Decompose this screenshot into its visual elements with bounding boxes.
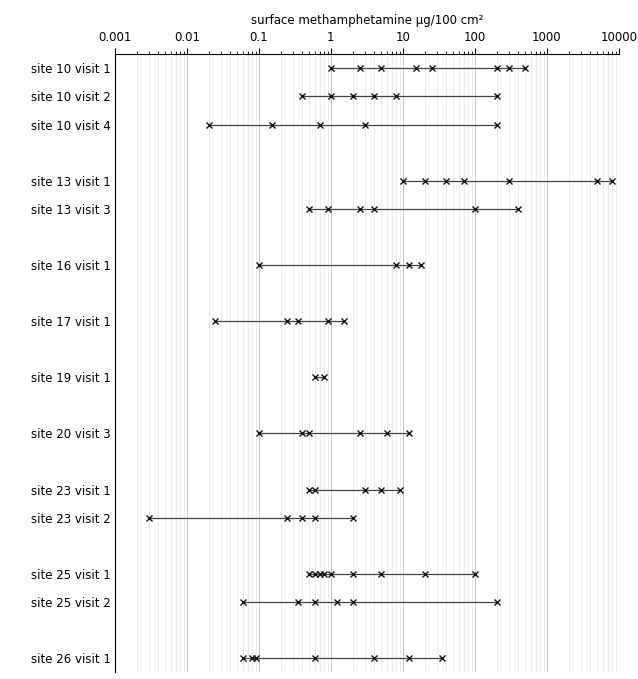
- X-axis label: surface methamphetamine μg/100 cm²: surface methamphetamine μg/100 cm²: [251, 14, 483, 27]
